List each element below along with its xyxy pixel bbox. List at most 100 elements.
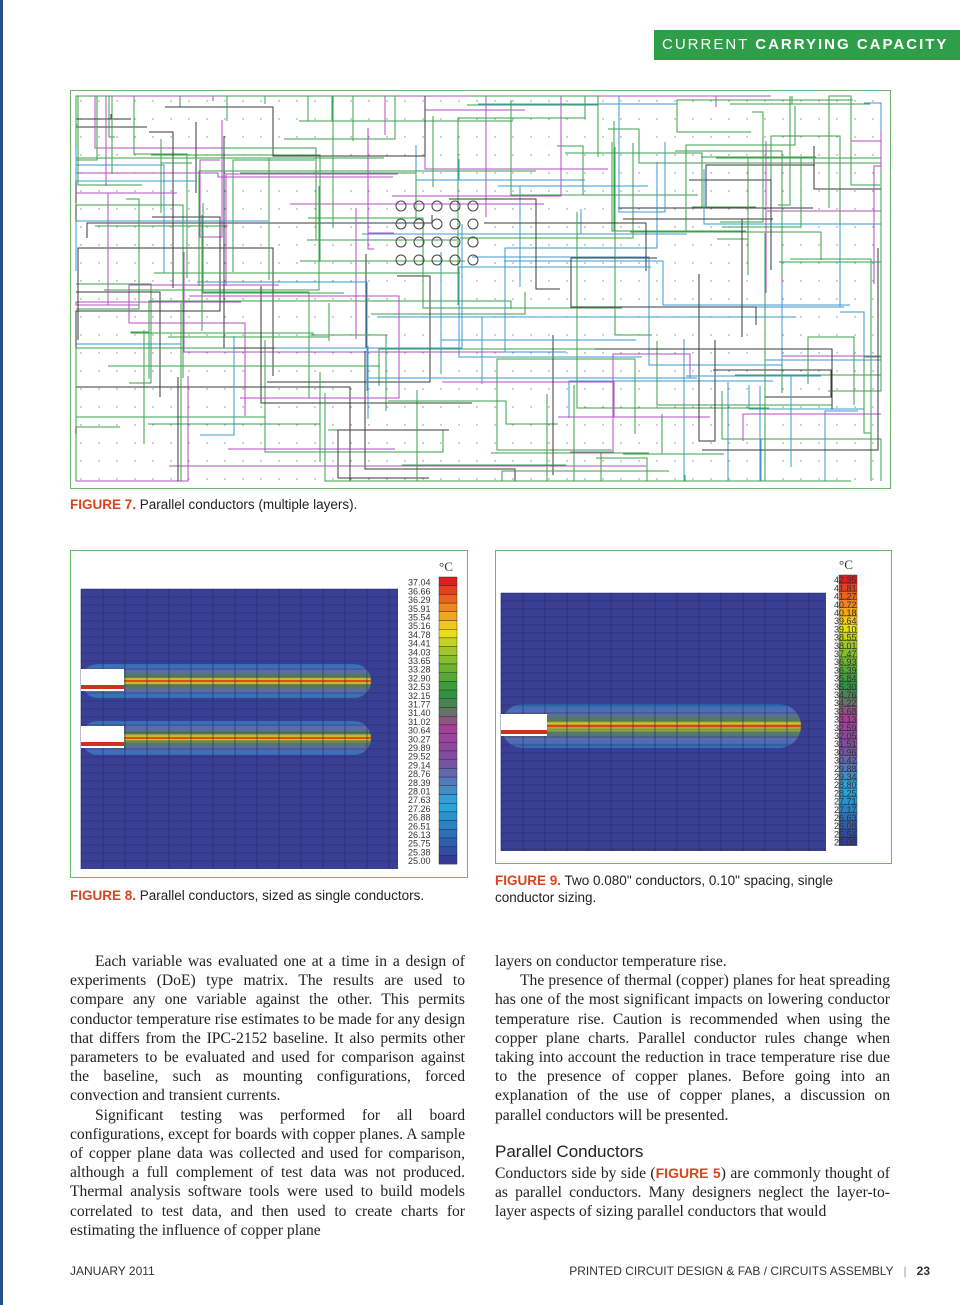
colorbar-label: 32.15 [408, 691, 431, 701]
colorbar-label: 32.90 [408, 673, 431, 683]
colorbar-swatch [438, 707, 458, 717]
unit-label: °C [439, 559, 453, 574]
unit-label: °C [839, 557, 853, 572]
colorbar-label: 35.84 [834, 674, 857, 684]
colorbar-swatch [438, 585, 458, 595]
colorbar-swatch [438, 846, 458, 856]
colorbar-label: 25.38 [408, 847, 431, 857]
colorbar-swatch [838, 837, 858, 846]
section-heading: Parallel Conductors [495, 1141, 644, 1161]
colorbar-label: 33.28 [408, 665, 431, 675]
footer-right: PRINTED CIRCUIT DESIGN & FAB / CIRCUITS … [569, 1264, 930, 1278]
colorbar-label: 30.27 [408, 734, 431, 744]
colorbar-label: 40.72 [834, 600, 857, 610]
colorbar-label: 33.13 [834, 715, 857, 725]
colorbar-label: 34.41 [408, 639, 431, 649]
colorbar-swatch [438, 724, 458, 734]
colorbar-swatch [438, 742, 458, 752]
colorbar-swatch [438, 602, 458, 612]
page-edge [0, 0, 3, 1305]
colorbar-label: 29.89 [408, 743, 431, 753]
colorbar-label: 28.01 [408, 787, 431, 797]
colorbar-swatch [438, 811, 458, 821]
colorbar-swatch [438, 829, 458, 839]
figure-8-image: °C 37.04 36.66 36.29 35.91 35.54 35.16 34.78 34.… [70, 550, 468, 878]
colorbar-label: 32.53 [408, 682, 431, 692]
heat-band [81, 664, 371, 698]
colorbar-swatch [438, 663, 458, 673]
figure-7-caption: FIGURE 7. Parallel conductors (multiple … [70, 496, 357, 513]
conductor [81, 742, 124, 746]
colorbar-label: 29.88 [834, 764, 857, 774]
colorbar-label: 38.01 [834, 641, 857, 651]
caption-text: Two 0.080" conductors, 0.10" spacing, si… [495, 873, 834, 905]
footer-date: JANUARY 2011 [70, 1264, 155, 1278]
colorbar-swatch [438, 611, 458, 621]
colorbar-label: 34.03 [408, 647, 431, 657]
figure-label: FIGURE 9. [495, 873, 562, 888]
colorbar-label: 29.34 [834, 772, 857, 782]
colorbar-swatch [438, 794, 458, 804]
section-title-light: CURRENT [662, 36, 756, 53]
section-title-bold: CARRYING CAPACITY [755, 36, 949, 53]
paragraph: Conductors side by side (FIGURE 5) are c… [495, 1164, 890, 1222]
heat-band [81, 721, 371, 755]
conductor [81, 685, 124, 689]
colorbar-label: 27.63 [408, 795, 431, 805]
colorbar-label: 34.22 [834, 698, 857, 708]
colorbar-swatch [438, 689, 458, 700]
colorbar-label: 29.14 [408, 760, 431, 770]
colorbar-label: 42.35 [834, 575, 857, 585]
colorbar-label: 26.88 [408, 813, 431, 823]
colorbar-label: 28.76 [408, 769, 431, 779]
section-banner: CURRENT CARRYING CAPACITY [654, 30, 960, 60]
colorbar-label: 39.64 [834, 616, 857, 626]
conductor [501, 730, 547, 734]
colorbar-label: 36.29 [408, 595, 431, 605]
colorbar-label: 26.08 [834, 821, 857, 831]
paragraph: Significant testing was performed for al… [70, 1106, 465, 1239]
colorbar-label: 30.42 [834, 756, 857, 766]
colorbar-label: 36.39 [834, 665, 857, 675]
colorbar-label: 41.81 [834, 583, 857, 593]
paragraph: Each variable was evaluated one at a tim… [70, 953, 465, 1105]
colorbar-label: 26.13 [408, 830, 431, 840]
pcb-layout-drawing [75, 95, 882, 482]
figure-8-caption: FIGURE 8. Parallel conductors, sized as … [70, 887, 424, 904]
figure-label: FIGURE 8. [70, 888, 137, 903]
colorbar-label: 25.75 [408, 839, 431, 849]
colorbar-label: 35.91 [408, 604, 431, 614]
colorbar-label: 40.18 [834, 608, 857, 618]
right-column: layers on conductor temperature rise. Th… [495, 952, 890, 1221]
colorbar-label: 34.76 [834, 690, 857, 700]
colorbar-swatch [438, 715, 458, 726]
figure-label: FIGURE 7. [70, 497, 137, 512]
figure-reference: FIGURE 5 [655, 1164, 721, 1181]
text: ) are commonly thought of as parallel co… [495, 1164, 890, 1221]
colorbar-label: 35.54 [408, 613, 431, 623]
colorbar-label: 26.51 [408, 821, 431, 831]
colorbar-label: 26.63 [834, 813, 857, 823]
footer-separator: | [903, 1264, 907, 1278]
caption-text: Parallel conductors, sized as single con… [136, 888, 425, 903]
text: Conductors side by side ( [495, 1164, 656, 1182]
colorbar-label: 29.52 [408, 752, 431, 762]
figure-9-caption: FIGURE 9. Two 0.080" conductors, 0.10" s… [495, 872, 890, 906]
colorbar-swatch [438, 768, 458, 778]
paragraph: The presence of thermal (copper) planes … [495, 972, 890, 1124]
colorbar-label: 25.54 [834, 829, 857, 839]
colorbar-label: 37.47 [834, 649, 857, 659]
colorbar-swatch [438, 820, 458, 830]
colorbar-label: 38.55 [834, 633, 857, 643]
colorbar-label: 25.00 [834, 838, 857, 848]
thermal-map-fig8: °C37.0436.6636.2935.9135.5435.1634.7834.… [80, 559, 458, 869]
colorbar-label: 36.93 [834, 657, 857, 667]
figure-9-image: °C 42.35 41.81 41.27 40.72 40.18 39.64 39.10 38.… [495, 550, 892, 864]
colorbar-swatch [438, 837, 458, 847]
left-column: Each variable was evaluated one at a tim… [70, 952, 465, 1240]
colorbar-label: 36.66 [408, 586, 431, 596]
colorbar-label: 35.30 [834, 682, 857, 692]
colorbar-label: 33.68 [834, 706, 857, 716]
colorbar-label: 25.00 [408, 856, 431, 866]
colorbar-label: 35.16 [408, 621, 431, 631]
